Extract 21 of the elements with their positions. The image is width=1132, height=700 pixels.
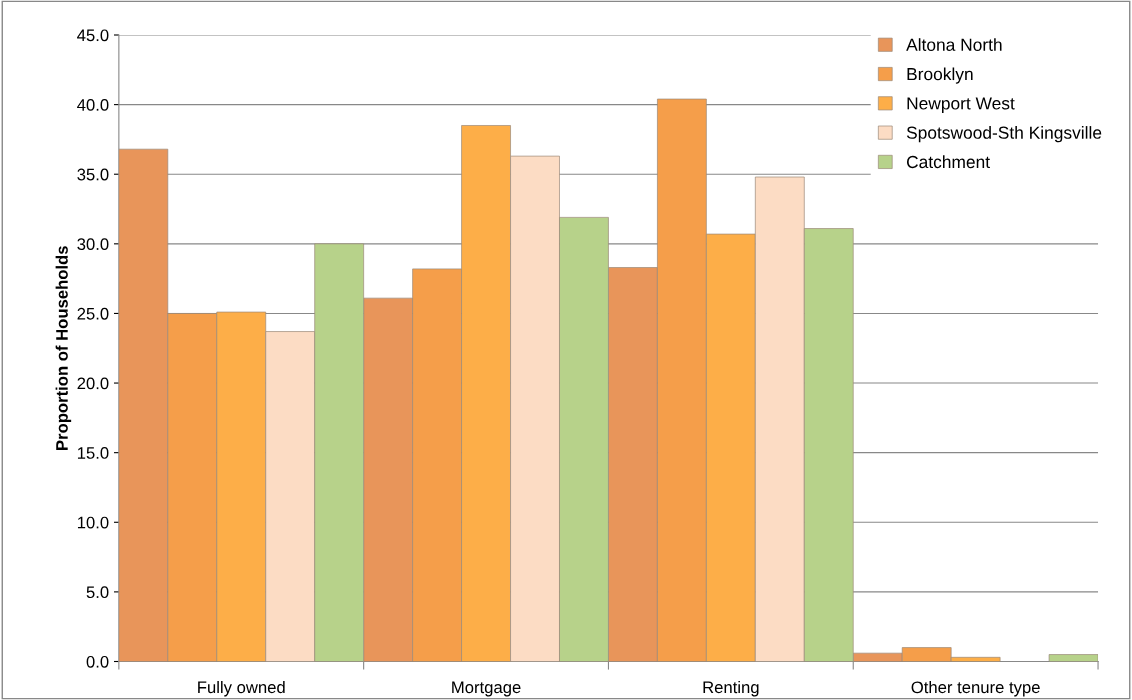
bar (1048, 654, 1099, 662)
legend-label: Brooklyn (907, 67, 973, 84)
x-tick-label: Renting (703, 680, 759, 697)
y-tick-label: 5.0 (86, 586, 109, 599)
legend-label: Altona North (906, 38, 1002, 51)
y-tick-label: 10.0 (77, 516, 109, 529)
y-tick-label: 30.0 (77, 238, 109, 251)
legend-label: Spotswood-Sth Kingsville (906, 126, 1102, 143)
y-tick-label: 40.0 (77, 99, 109, 111)
y-axis-title: Proportion of Households (55, 246, 72, 450)
x-tick-label: Other tenure type (911, 680, 1040, 697)
x-tick-label: Mortgage (452, 681, 521, 697)
y-tick-label: 20.0 (77, 377, 109, 390)
y-tick-label: 25.0 (77, 307, 109, 320)
x-tick-label: Fully owned (198, 680, 285, 697)
y-tick-label: 35.0 (77, 168, 109, 181)
legend-label: Newport West (907, 97, 1015, 113)
y-tick-label: 45.0 (77, 29, 109, 42)
legend-label: Catchment (906, 155, 990, 169)
y-tick-label: 15.0 (77, 447, 109, 459)
y-tick-label: 0.0 (86, 655, 109, 668)
